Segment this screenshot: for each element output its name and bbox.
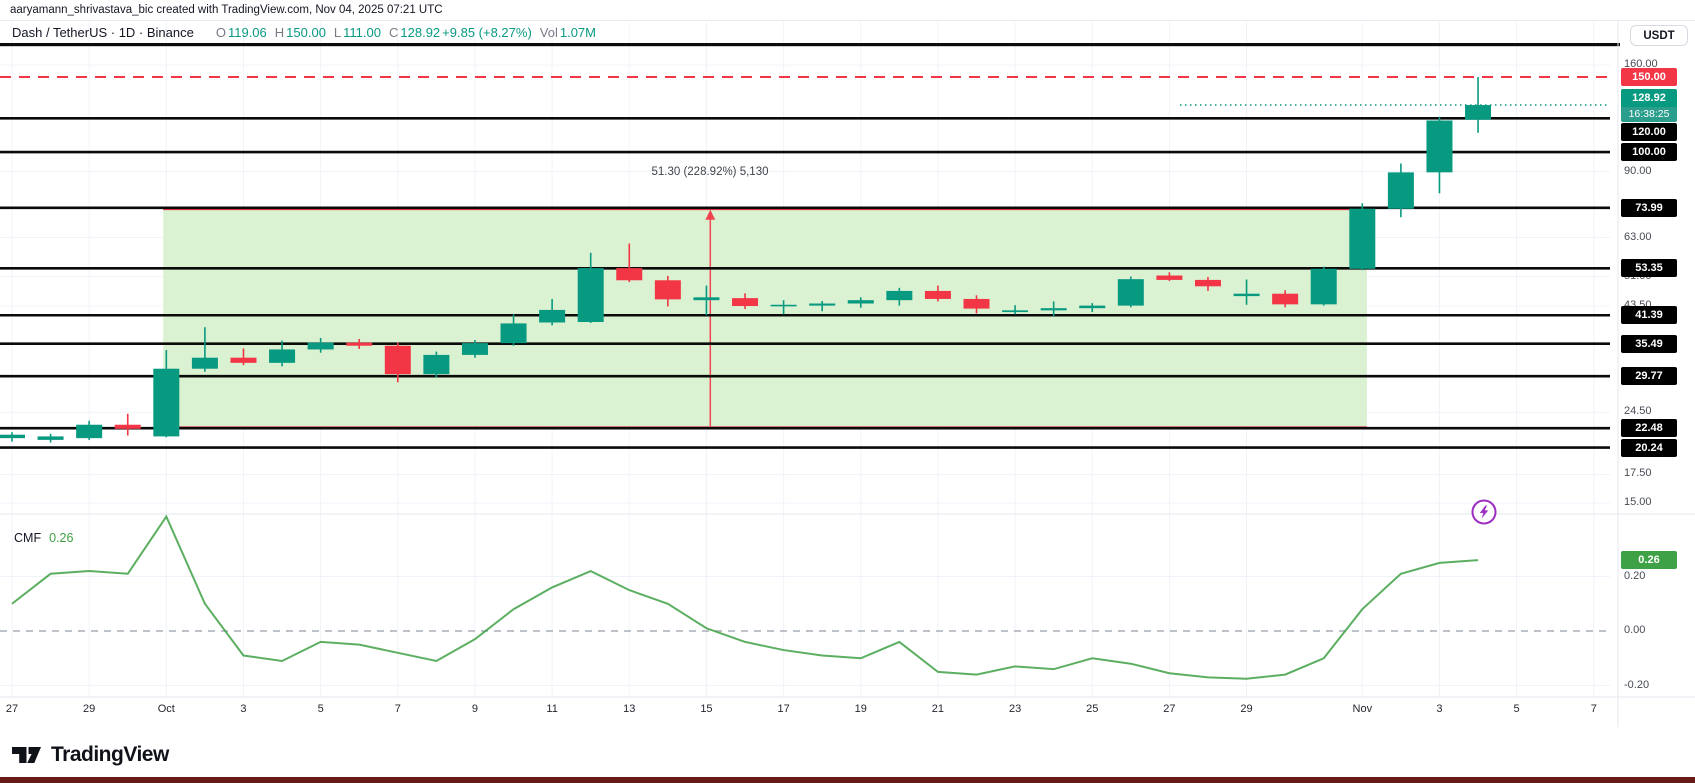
time-axis-label[interactable]: 3	[240, 703, 247, 715]
line-price-badge: 73.99	[1621, 198, 1677, 217]
open-value: 119.06	[227, 24, 267, 40]
time-axis-label[interactable]: 13	[623, 703, 636, 715]
time-axis-label[interactable]: 7	[1590, 703, 1597, 715]
symbol-title[interactable]: Dash / TetherUS · 1D · Binance	[12, 24, 194, 40]
time-axis-label[interactable]: 29	[83, 703, 96, 715]
line-price-badge: 29.77	[1621, 367, 1677, 386]
symbol-header: Dash / TetherUS · 1D · Binance O 119.06 H…	[12, 21, 596, 43]
price-axis-tick: 90.00	[1624, 164, 1652, 177]
cmf-indicator-legend[interactable]: CMF 0.26	[14, 531, 73, 545]
time-axis-label[interactable]: 15	[700, 703, 713, 715]
cmf-value: 0.26	[49, 531, 74, 545]
close-value: 128.92	[400, 24, 441, 40]
low-label: L	[333, 24, 342, 40]
price-axis-tick: 24.50	[1624, 405, 1652, 418]
time-axis-label[interactable]: 7	[394, 703, 401, 715]
cmf-axis-tick: 0.20	[1624, 569, 1646, 582]
low-value: 111.00	[343, 24, 381, 40]
cmf-label: CMF	[14, 531, 42, 545]
time-axis-label[interactable]: 11	[546, 703, 558, 715]
bar-countdown: 16:38:25	[1621, 106, 1677, 122]
current-price-value: 128.92	[1621, 88, 1677, 107]
volume-label: Vol	[539, 24, 558, 40]
time-axis-label[interactable]: 21	[931, 703, 945, 715]
cmf-axis-tick: -0.20	[1624, 678, 1650, 691]
attribution-text: aaryamann_shrivastava_bic created with T…	[10, 4, 443, 16]
tradingview-logo-mark	[12, 747, 41, 763]
time-axis-label[interactable]: Oct	[157, 703, 175, 715]
alert-price-badge: 150.00	[1621, 68, 1677, 87]
line-price-badge: 35.49	[1621, 334, 1677, 353]
volume-value: 1.07M	[559, 24, 596, 40]
time-axis-label[interactable]: 5	[317, 703, 324, 715]
cmf-axis-tick: 0.00	[1624, 624, 1646, 636]
line-price-badge: 100.00	[1621, 143, 1677, 162]
line-price-badge: 22.48	[1621, 419, 1677, 438]
candles-layer[interactable]	[0, 77, 1492, 443]
price-axis-tick: 63.00	[1624, 230, 1652, 243]
range-tool-annotation[interactable]: 51.30 (228.92%) 5,130	[651, 166, 769, 178]
line-price-badge: 20.24	[1621, 438, 1677, 457]
price-axis-tick: 15.00	[1624, 496, 1652, 508]
time-axis-label[interactable]: 27	[5, 703, 19, 715]
cmf-indicator-layer[interactable]	[0, 514, 1610, 680]
price-axis-tick: 160.00	[1624, 58, 1658, 71]
line-price-badge: 53.35	[1621, 259, 1677, 278]
horizontal-lines-layer[interactable]	[0, 117, 1610, 449]
current-price-badge: 128.92 16:38:25	[1621, 88, 1677, 122]
separators-layer	[0, 20, 1695, 727]
open-label: O	[215, 24, 226, 40]
time-axis-label[interactable]: 27	[1163, 703, 1176, 715]
time-axis-label[interactable]: 9	[471, 703, 479, 715]
high-label: H	[274, 24, 285, 40]
time-axis-label[interactable]: 19	[854, 703, 867, 715]
time-axis-label[interactable]: 5	[1513, 703, 1520, 715]
bottom-accent-bar	[0, 777, 1695, 783]
range-tool-drawing[interactable]	[163, 207, 1367, 429]
close-label: C	[389, 24, 399, 40]
currency-toggle-button[interactable]: USDT	[1630, 25, 1688, 46]
time-axis-label[interactable]: 3	[1436, 703, 1443, 715]
time-axis-label[interactable]: 23	[1008, 703, 1022, 715]
time-axis-label[interactable]: Nov	[1352, 703, 1373, 715]
time-axis-label[interactable]: 25	[1086, 703, 1099, 715]
line-price-badge: 41.39	[1621, 306, 1677, 325]
cmf-value-badge: 0.26	[1621, 551, 1677, 570]
price-axis-tick: 17.50	[1624, 467, 1652, 480]
time-axis-label[interactable]: 17	[777, 703, 790, 715]
tradingview-wordmark: TradingView	[51, 743, 169, 766]
attribution-divider	[0, 20, 1695, 21]
tradingview-logo[interactable]: TradingView	[12, 742, 169, 768]
high-value: 150.00	[286, 24, 326, 40]
time-axis-label[interactable]: 29	[1240, 703, 1253, 715]
change-value: +9.85 (+8.27%)	[442, 24, 532, 40]
lightning-icon[interactable]	[1469, 497, 1499, 527]
line-price-badge: 120.00	[1621, 122, 1677, 141]
